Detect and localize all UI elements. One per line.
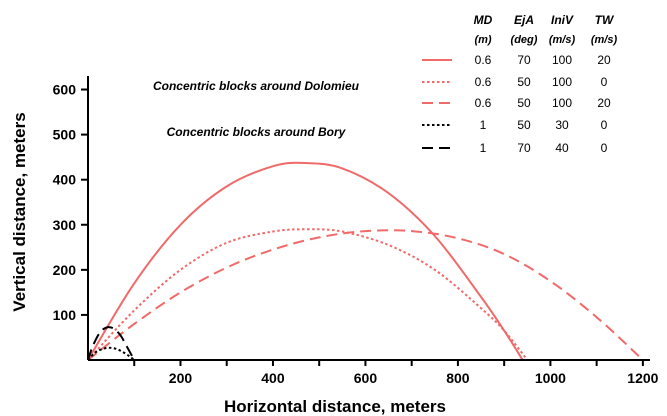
legend-unit: (deg)	[511, 34, 538, 46]
legend-value: 50	[517, 75, 531, 89]
x-axis-title: Horizontal distance, meters	[224, 397, 446, 416]
legend-value: 20	[597, 53, 611, 67]
legend-value: 70	[517, 53, 531, 67]
x-tick-label: 1200	[627, 370, 658, 386]
x-tick-label: 200	[169, 370, 193, 386]
y-axis: 100 200 300 400 500 600	[53, 76, 89, 360]
legend-value: 20	[597, 96, 611, 110]
y-tick-label: 100	[53, 307, 77, 323]
legend-value: 100	[552, 96, 572, 110]
y-tick-label: 400	[53, 172, 77, 188]
y-tick-label: 200	[53, 262, 77, 278]
series-layer	[87, 161, 644, 361]
legend-header: IniV	[551, 13, 574, 27]
legend-value: 100	[552, 53, 572, 67]
legend-unit: (m)	[474, 34, 491, 46]
legend-header: EjA	[514, 13, 534, 27]
y-axis-title: Vertical distance, meters	[10, 112, 29, 311]
legend-unit: (m/s)	[591, 34, 618, 46]
y-tick-label: 500	[53, 127, 77, 143]
y-tick-label: 300	[53, 217, 77, 233]
y-tick-label: 600	[53, 82, 77, 98]
legend-value: 1	[480, 118, 487, 132]
x-axis: 200 400 600 800 1000 1200	[88, 359, 659, 386]
legend-value: 0	[601, 118, 608, 132]
legend-value: 0.6	[475, 53, 492, 67]
legend-value: 40	[555, 141, 569, 155]
series-line-3	[87, 229, 644, 361]
series-line-1	[87, 161, 524, 361]
legend-header: MD	[474, 13, 493, 27]
x-tick-label: 800	[446, 370, 470, 386]
legend-value: 1	[480, 141, 487, 155]
x-tick-label: 600	[354, 370, 378, 386]
legend-value: 70	[517, 141, 531, 155]
x-tick-label: 1000	[535, 370, 566, 386]
legend-value: 0	[601, 75, 608, 89]
legend-unit: (m/s)	[549, 34, 576, 46]
legend-value: 0.6	[475, 75, 492, 89]
series-line-2	[87, 228, 529, 361]
legend-header: TW	[595, 13, 615, 27]
legend-value: 50	[517, 118, 531, 132]
legend-value: 30	[555, 118, 569, 132]
legend-value: 0.6	[475, 96, 492, 110]
legend-group-label: Concentric blocks around Dolomieu	[153, 79, 360, 93]
legend: MD EjA IniV TW(m) (deg) (m/s) (m/s)0.6 70 100 200…	[153, 13, 617, 155]
legend-value: 100	[552, 75, 572, 89]
legend-value: 0	[601, 141, 608, 155]
legend-group-label: Concentric blocks around Bory	[167, 125, 347, 139]
x-tick-label: 400	[261, 370, 285, 386]
series-line-4	[87, 346, 135, 361]
legend-value: 50	[517, 96, 531, 110]
series-line-5	[87, 326, 136, 361]
